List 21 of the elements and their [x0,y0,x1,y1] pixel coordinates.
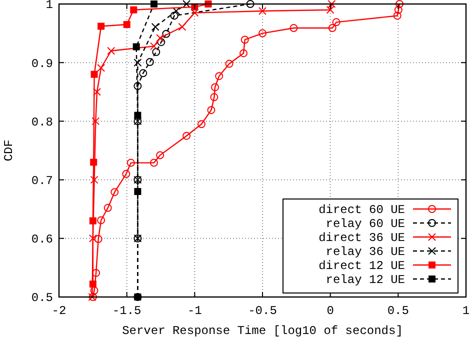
legend-label: relay 60 UE [326,217,405,232]
legend-label: direct 12 UE [318,259,405,274]
legend-label: relay 36 UE [326,245,405,260]
y-tick-label: 0.8 [31,115,53,130]
x-tick-label: -0.5 [248,304,277,318]
legend-label: direct 60 UE [318,203,405,218]
x-axis-title: Server Response Time [log10 of seconds] [122,324,403,338]
y-axis-title: CDF [2,140,16,162]
x-tick-label: 0 [326,304,334,318]
y-tick-label: 0.7 [31,174,53,188]
y-tick-label: 0.9 [31,56,53,71]
x-tick-label: 0.5 [387,304,409,318]
x-tick-label: -1.5 [112,304,142,318]
legend-label: direct 36 UE [318,231,405,246]
y-tick-label: 0.6 [31,232,53,247]
x-tick-label: -1 [187,304,202,318]
x-tick-label: -2 [52,304,66,318]
y-tick-label: 0.5 [31,291,53,306]
legend-label: relay 12 UE [326,273,405,288]
x-tick-label: 1 [462,304,470,318]
y-tick-label: 1 [46,0,53,12]
